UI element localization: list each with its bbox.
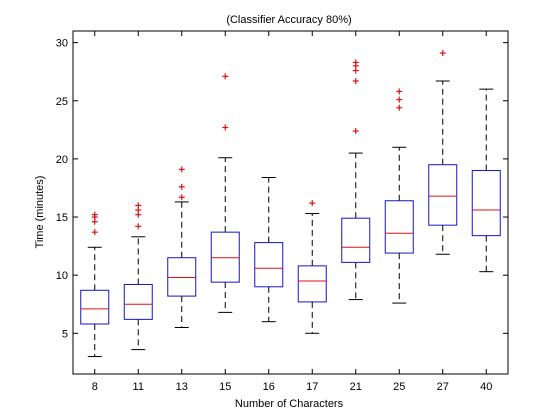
outlier-marker: [178, 166, 185, 173]
box-group-17: [297, 200, 327, 334]
outlier-marker: [309, 200, 316, 207]
x-tick-label: 11: [133, 381, 144, 393]
box-group-16: [254, 177, 284, 323]
x-tick-label: 21: [350, 381, 362, 393]
iqr-box: [428, 164, 458, 226]
outlier-marker: [222, 124, 229, 131]
outlier-marker: [91, 211, 98, 218]
box-group-25: [384, 88, 414, 304]
iqr-box: [471, 170, 501, 237]
box-group-15: [210, 73, 240, 313]
iqr-box: [341, 217, 371, 263]
iqr-box: [384, 200, 414, 254]
outlier-marker: [352, 59, 359, 66]
iqr-box: [167, 257, 197, 297]
x-tick-label: 16: [263, 381, 275, 393]
outlier-marker: [135, 223, 142, 230]
y-tick-label: 30: [56, 38, 68, 50]
box-group-8: [80, 211, 110, 358]
x-tick-label: 40: [480, 381, 492, 393]
plot-frame: [72, 30, 509, 375]
x-tick-label: 25: [393, 381, 405, 393]
chart-title: (Classifier Accuracy 80%): [226, 14, 351, 26]
box-group-11: [123, 202, 153, 351]
outlier-marker: [439, 50, 446, 57]
x-tick-label: 27: [437, 381, 449, 393]
y-tick-label: 20: [56, 154, 68, 166]
outlier-marker: [135, 202, 142, 209]
box-group-13: [167, 166, 197, 328]
box-group-40: [471, 88, 501, 273]
y-tick-label: 25: [56, 96, 68, 108]
outlier-marker: [352, 127, 359, 134]
y-tick-label: 15: [56, 212, 68, 224]
outlier-marker: [352, 77, 359, 84]
x-tick-label: 13: [176, 381, 188, 393]
y-axis-label: Time (minutes): [34, 176, 46, 249]
outlier-marker: [396, 104, 403, 111]
box-group-27: [428, 50, 458, 255]
outlier-marker: [396, 96, 403, 103]
x-axis-label: Number of Characters: [235, 398, 344, 410]
iqr-box: [297, 265, 327, 303]
outlier-marker: [178, 194, 185, 201]
iqr-box: [80, 289, 110, 325]
outlier-marker: [91, 229, 98, 236]
x-tick-label: 17: [306, 381, 318, 393]
y-tick-label: 5: [62, 328, 68, 340]
iqr-box: [210, 231, 240, 283]
x-tick-label: 8: [92, 381, 98, 393]
x-tick-label: 15: [219, 381, 231, 393]
outlier-marker: [222, 73, 229, 80]
plot-layer: 5 10 15 20 25 30 8 11 13 15 16 17 21 25 27 40: [56, 31, 508, 393]
outlier-marker: [178, 183, 185, 190]
iqr-box: [254, 242, 284, 288]
y-tick-label: 10: [56, 270, 68, 282]
iqr-box: [123, 283, 153, 320]
box-group-21: [341, 59, 371, 301]
outlier-marker: [396, 88, 403, 95]
